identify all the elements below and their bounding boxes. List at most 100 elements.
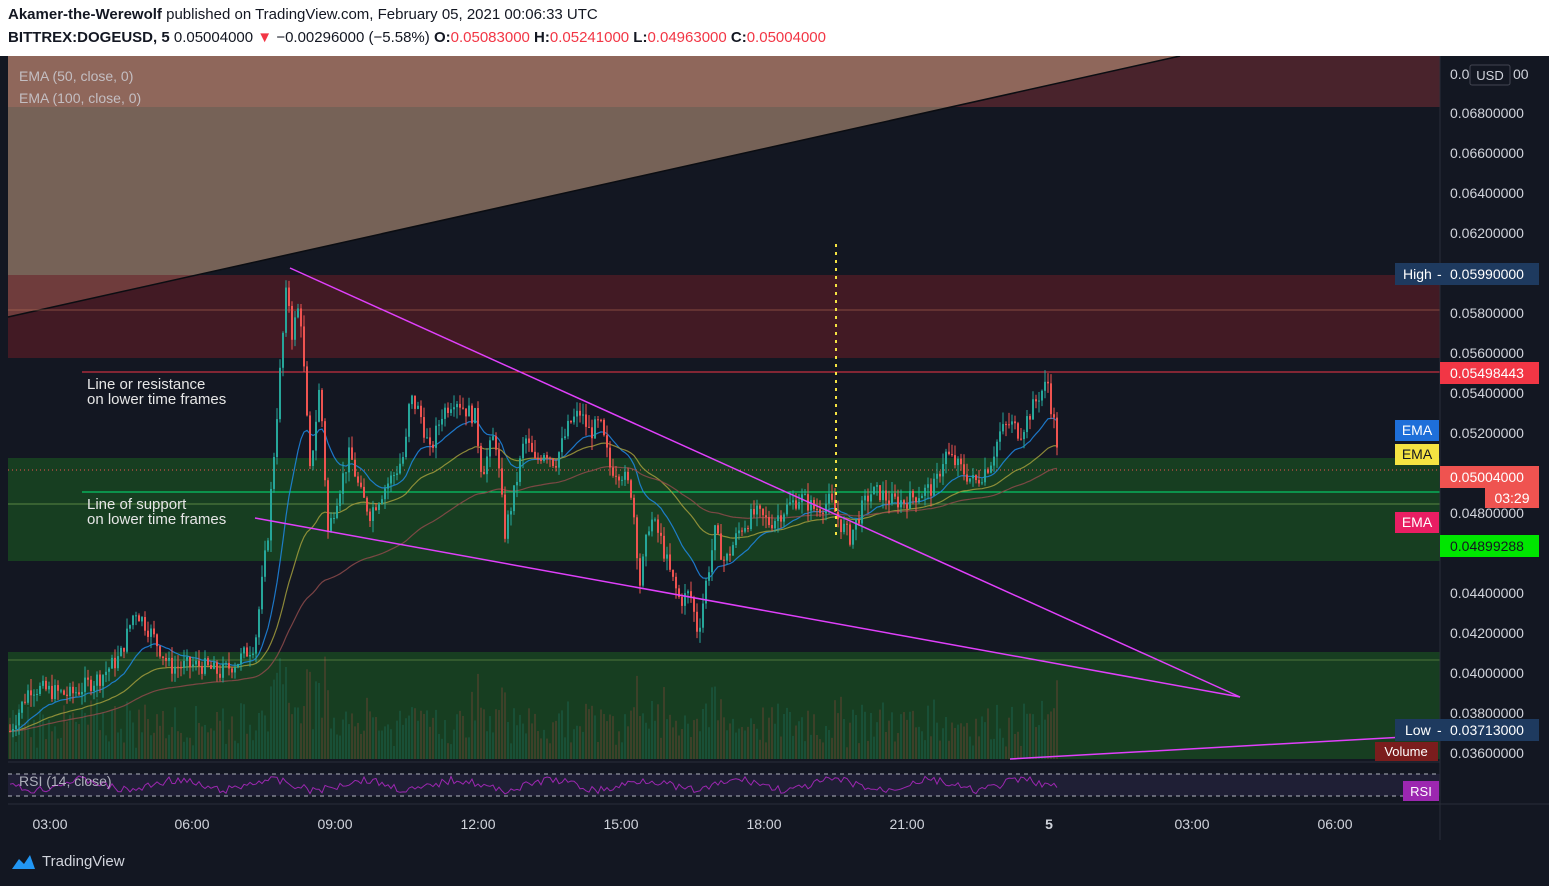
volume-bar	[168, 734, 170, 759]
candle-body	[894, 493, 896, 497]
candle-body	[537, 457, 539, 460]
volume-bar	[495, 709, 497, 759]
descending-trendline-lower[interactable]	[254, 517, 1241, 698]
volume-bar	[894, 741, 896, 759]
volume-bar	[354, 726, 356, 759]
time-tick: 18:00	[746, 816, 781, 832]
volume-bar	[627, 726, 629, 759]
volume-bar	[396, 720, 398, 759]
price-chart[interactable]: Line or resistance on lower time frames …	[0, 55, 1549, 840]
volume-bar	[27, 706, 29, 759]
volume-bar	[888, 720, 890, 759]
volume-bar	[351, 713, 353, 759]
candle-body	[153, 628, 155, 635]
volume-bar	[60, 737, 62, 759]
candle-body	[552, 458, 554, 467]
ema-tag-yellow-bg	[1395, 444, 1439, 465]
volume-bar	[426, 710, 428, 759]
candle-body	[801, 494, 803, 503]
candle-body	[1050, 383, 1052, 415]
volume-bar	[33, 719, 35, 759]
candle-body	[699, 627, 701, 632]
price-axis-ticks[interactable]: 0.06800000 0.06600000 0.06400000 0.06200000…	[1450, 105, 1524, 761]
candle-body	[945, 451, 947, 465]
candle-body	[1023, 432, 1025, 440]
volume-bar	[384, 726, 386, 759]
volume-bar	[762, 707, 764, 759]
candle-body	[600, 419, 602, 421]
volume-bar	[663, 687, 665, 759]
volume-bar	[1026, 713, 1028, 759]
volume-bar	[120, 728, 122, 759]
candle-body	[135, 615, 137, 617]
volume-bar	[678, 735, 680, 759]
candle-body	[210, 665, 212, 669]
candle-body	[132, 615, 134, 626]
candle-body	[711, 550, 713, 573]
ema50-legend[interactable]: EMA (50, close, 0)	[19, 68, 133, 84]
volume-bar	[540, 738, 542, 759]
rsi-legend[interactable]: RSI (14, close)	[19, 773, 112, 789]
candle-body	[561, 438, 563, 453]
candle-body	[675, 576, 677, 589]
candle-body	[288, 287, 290, 306]
candle-body	[753, 508, 755, 515]
volume-bar	[315, 681, 317, 759]
descending-trendline-upper[interactable]	[289, 267, 1241, 698]
close-value: 0.05004000	[746, 29, 826, 46]
currency-badge[interactable]	[1469, 64, 1511, 86]
published-info: published on TradingView.com, February 0…	[166, 6, 598, 23]
price-tick: 0.04200000	[1450, 625, 1524, 641]
rsi-tag-bg	[1403, 781, 1439, 801]
candle-body	[960, 458, 962, 465]
volume-bar	[222, 708, 224, 759]
candle-body	[435, 425, 437, 448]
candle-body	[48, 685, 50, 690]
candle-body	[519, 458, 521, 482]
volume-bar	[840, 696, 842, 759]
volume-bar	[651, 700, 653, 759]
volume-bar	[30, 737, 32, 759]
high-label: H:	[534, 29, 550, 46]
volume-bar	[237, 743, 239, 759]
time-tick: 03:00	[1174, 816, 1209, 832]
symbol-label[interactable]: BITTREX:DOGEUSD, 5	[8, 29, 170, 46]
volume-bar	[207, 732, 209, 759]
price-tick: 0.05200000	[1450, 425, 1524, 441]
volume-bar	[984, 722, 986, 759]
candle-body	[603, 419, 605, 436]
volume-bar	[507, 721, 509, 759]
candle-body	[852, 529, 854, 545]
volume-bar	[606, 721, 608, 759]
candle-body	[594, 419, 596, 439]
tradingview-logo[interactable]: TradingView	[10, 852, 125, 870]
candle-body	[489, 440, 491, 457]
volume-bar	[675, 720, 677, 759]
volume-bar	[372, 717, 374, 759]
candle-body	[471, 405, 473, 424]
volume-bar	[912, 710, 914, 759]
volume-bar	[276, 672, 278, 759]
candle-body	[81, 691, 83, 695]
volume-bar	[924, 740, 926, 759]
volume-bar	[699, 731, 701, 759]
volume-bar	[1035, 727, 1037, 759]
volume-bar	[717, 720, 719, 759]
candle-body	[183, 660, 185, 668]
rsi-line	[9, 775, 1058, 795]
chart-area[interactable]: Line or resistance on lower time frames …	[0, 55, 1549, 840]
volume-bar	[618, 731, 620, 759]
candle-body	[246, 647, 248, 657]
candle-body	[903, 500, 905, 504]
candle-body	[705, 580, 707, 604]
candle-body	[501, 468, 503, 495]
candle-body	[27, 690, 29, 703]
author-name[interactable]: Akamer-the-Werewolf	[8, 6, 162, 23]
candle-body	[231, 668, 233, 673]
rising-trendline[interactable]	[1009, 734, 1441, 760]
ema100-legend[interactable]: EMA (100, close, 0)	[19, 90, 141, 106]
volume-bar	[333, 717, 335, 759]
price-tick: 0.06200000	[1450, 225, 1524, 241]
time-axis-ticks[interactable]: 03:00 06:00 09:00 12:00 15:00 18:00 21:00 5 03:0…	[32, 816, 1352, 832]
volume-bar	[729, 723, 731, 759]
